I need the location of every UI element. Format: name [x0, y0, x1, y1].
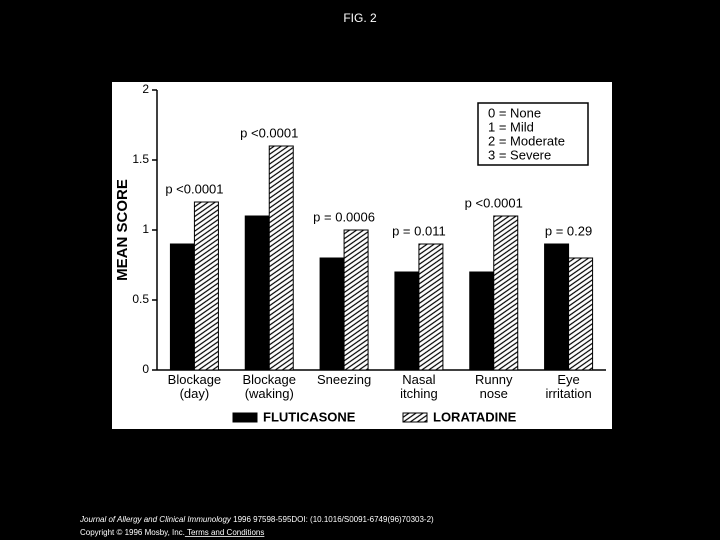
p-value-annotation: p <0.0001: [465, 195, 523, 210]
citation: 1996 97598-595DOI: (10.1016/S0091-6749(9…: [231, 515, 434, 524]
scale-legend-item: 3 = Severe: [488, 147, 551, 162]
x-tick-label: Eye irritation: [545, 372, 591, 401]
bar: [193, 201, 219, 371]
bar: [169, 243, 195, 371]
p-value-annotation: p = 0.0006: [313, 209, 375, 224]
bar: [568, 257, 594, 371]
x-tick-label: Runny nose: [475, 372, 513, 401]
scale-legend-box: [477, 102, 589, 166]
p-value-annotation: p = 0.011: [392, 223, 446, 238]
scale-legend-item: 0 = None: [488, 105, 541, 120]
x-tick-label-line: (waking): [245, 386, 294, 401]
footer-copyright: Copyright © 1996 Mosby, Inc. Terms and C…: [80, 528, 264, 537]
x-tick-label-line: (day): [180, 386, 210, 401]
scale-legend-item: 2 = Moderate: [488, 133, 565, 148]
footer-citation: Journal of Allergy and Clinical Immunolo…: [79, 515, 434, 524]
x-tick-label-line: Blockage: [168, 372, 221, 387]
slide-title: FIG. 2: [343, 11, 377, 25]
y-tick-label: 1: [142, 222, 149, 236]
bar: [343, 229, 369, 371]
bar: [319, 257, 345, 371]
x-tick-label-line: irritation: [545, 386, 591, 401]
scale-legend-item: 1 = Mild: [488, 119, 534, 134]
p-value-annotation: p <0.0001: [240, 125, 298, 140]
bar: [469, 271, 495, 371]
x-tick-label-line: nose: [480, 386, 508, 401]
x-tick-label-line: itching: [400, 386, 438, 401]
copyright: Copyright © 1996 Mosby, Inc.: [80, 528, 185, 537]
p-value-annotation: p = 0.29: [545, 223, 592, 238]
bar: [268, 145, 294, 371]
legend-label: FLUTICASONE: [263, 409, 356, 424]
y-tick-label: 0: [142, 362, 149, 376]
x-tick-label: Blockage (day): [168, 372, 221, 401]
p-value-annotation: p <0.0001: [165, 181, 223, 196]
x-tick-label: Blockage (waking): [243, 372, 296, 401]
y-axis-label: MEAN SCORE: [114, 179, 131, 281]
legend-swatch: [402, 412, 428, 423]
y-tick-label: 0.5: [132, 292, 149, 306]
x-tick-label: Sneezing: [317, 372, 371, 387]
terms-link[interactable]: Terms and Conditions: [185, 528, 264, 537]
bar: [244, 215, 270, 371]
x-tick-label-line: Sneezing: [317, 372, 371, 387]
x-tick-label-line: Blockage: [243, 372, 296, 387]
legend-label: LORATADINE: [433, 409, 517, 424]
bar: [418, 243, 444, 371]
x-tick-label-line: Nasal: [402, 372, 435, 387]
journal: Journal of Allergy and Clinical Immunolo…: [79, 515, 232, 524]
legend-swatch: [232, 412, 258, 423]
x-tick-label: Nasal itching: [400, 372, 438, 401]
x-tick-label-line: Runny: [475, 372, 513, 387]
bar: [493, 215, 519, 371]
y-tick-label: 1.5: [132, 152, 149, 166]
x-tick-label-line: Eye: [557, 372, 579, 387]
bar: [394, 271, 420, 371]
bar: [544, 243, 570, 371]
y-tick-label: 2: [142, 82, 149, 96]
